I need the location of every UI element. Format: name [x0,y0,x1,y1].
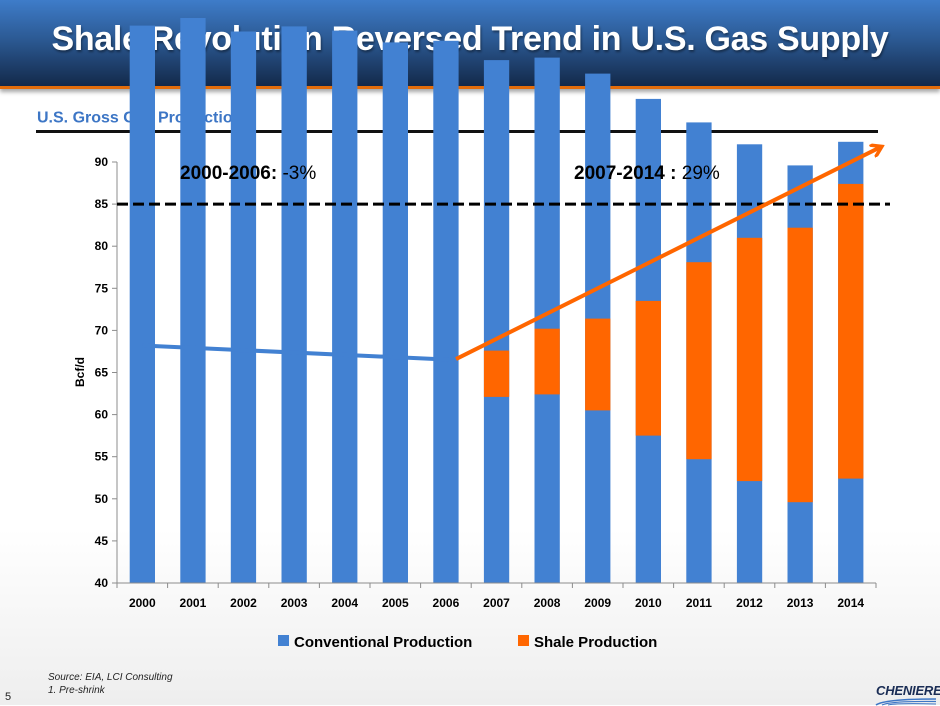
x-tick-label-2013: 2013 [787,596,814,610]
y-tick-label-70: 70 [95,323,109,337]
bar-shale-2014 [838,183,864,479]
bar-conventional-2008 [534,57,560,584]
y-axis-label: Bcf/d [73,357,87,387]
x-tick-label-2008: 2008 [534,596,561,610]
x-tick-label-2003: 2003 [281,596,308,610]
y-tick-label-85: 85 [95,197,109,211]
page-number: 5 [5,691,12,703]
legend-label-conventional: Conventional Production [294,634,472,651]
annotation-2000-2006-label: 2000-2006: [180,163,277,184]
bar-shale-2007 [483,350,510,397]
bar-conventional-2006 [433,40,459,584]
x-tick-label-2004: 2004 [331,596,358,610]
bar-conventional-2001 [180,18,206,583]
y-tick-label-50: 50 [95,492,109,506]
bar-shale-2011 [686,262,712,460]
x-tick-label-2011: 2011 [686,596,712,610]
footnote-pre-shrink: 1. Pre-shrink [48,685,105,696]
bar-shale-2009 [585,318,611,411]
cheniere-logo: CHENIERE [875,683,940,706]
bar-conventional-2002 [230,31,257,583]
x-tick-label-2000: 2000 [129,596,156,610]
y-tick-label-45: 45 [95,534,109,548]
x-tick-label-2005: 2005 [382,596,409,610]
annotation-2000-2006: 2000-2006: -3% [180,163,316,184]
y-tick-label-60: 60 [95,408,109,422]
uptrend-arrow-icon [455,147,881,361]
bar-shale-2013 [787,227,813,503]
bar-conventional-2005 [382,42,408,583]
x-tick-label-2002: 2002 [230,596,257,610]
y-tick-label-65: 65 [95,366,109,380]
legend-swatch-conventional [278,635,289,646]
source-note: Source: EIA, LCI Consulting [48,672,173,683]
logo-text: CHENIERE [876,683,940,698]
title-banner: Shale Revolution Reversed Trend in U.S. … [0,0,940,89]
x-tick-label-2009: 2009 [584,596,611,610]
annotation-2007-2014-value: 29% [676,163,719,184]
y-tick-label-55: 55 [95,450,109,464]
bar-conventional-2003 [281,26,307,583]
bar-conventional-2004 [332,30,358,584]
bar-shale-2012 [736,237,763,482]
y-tick-label-80: 80 [95,239,109,253]
downtrend-arrow-icon [142,343,454,360]
x-tick-label-2012: 2012 [736,596,763,610]
chart-legend: Conventional Production Shale Production [278,634,657,651]
y-tick-label-75: 75 [95,281,109,295]
x-tick-label-2014: 2014 [837,596,864,610]
legend-label-shale: Shale Production [534,634,657,651]
x-tick-label-2006: 2006 [433,596,460,610]
annotation-2007-2014-label: 2007-2014 : [574,163,676,184]
x-tick-label-2007: 2007 [483,596,510,610]
legend-swatch-shale [518,635,529,646]
bar-conventional-2007 [483,60,510,584]
x-tick-label-2010: 2010 [635,596,662,610]
bar-shale-2010 [635,300,661,436]
annotation-2000-2006-value: -3% [277,163,316,184]
annotation-2007-2014: 2007-2014 : 29% [574,163,720,184]
y-tick-label-40: 40 [95,576,109,590]
bar-conventional-2000 [129,25,155,584]
bar-shale-2008 [534,328,560,395]
x-tick-label-2001: 2001 [180,596,207,610]
y-tick-label-90: 90 [95,155,109,169]
